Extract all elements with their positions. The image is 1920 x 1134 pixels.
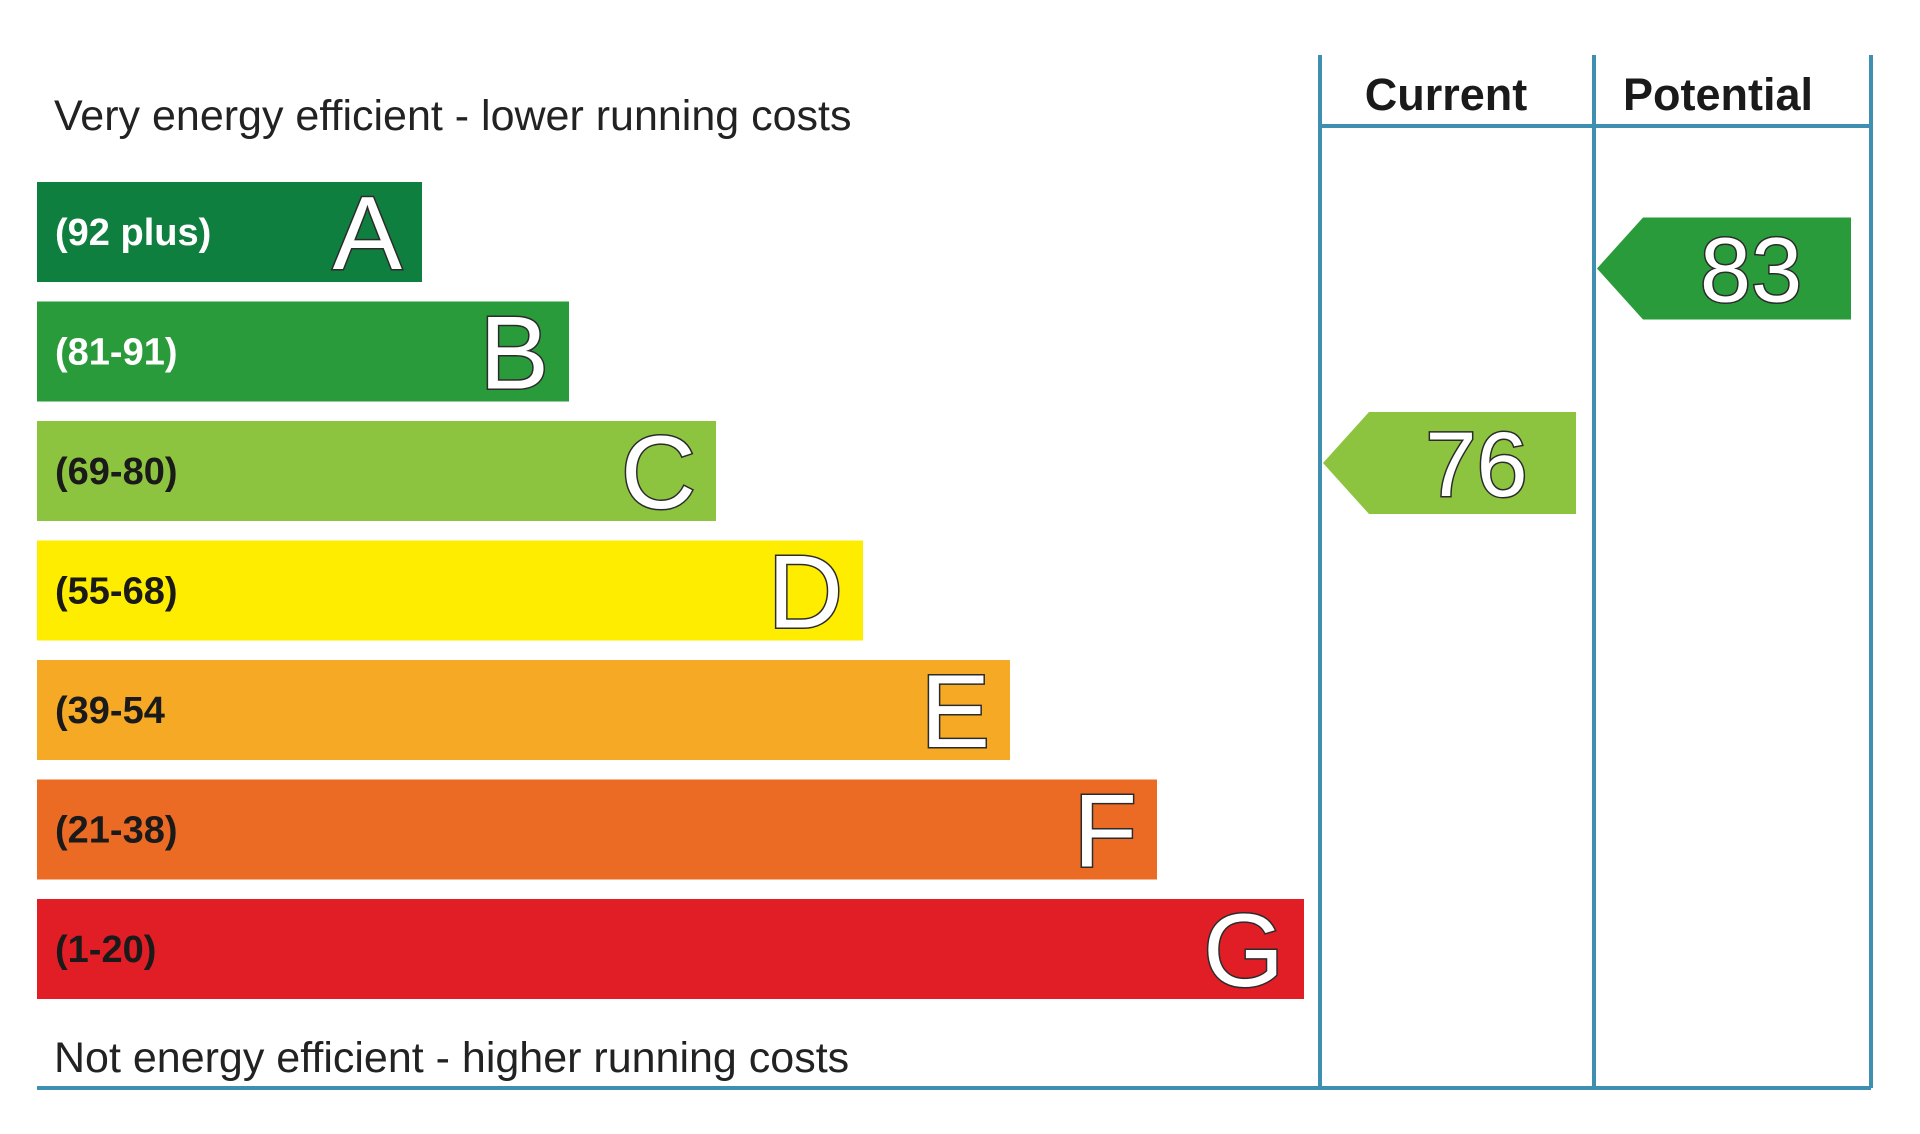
current-rating-arrow-shape: [1323, 412, 1576, 514]
band-d: (55-68) D: [37, 533, 863, 652]
band-c: (69-80) C: [37, 414, 716, 533]
band-e-bar: [37, 660, 1010, 760]
band-f-bar: [37, 779, 1157, 880]
potential-rating-arrow-shape: [1597, 217, 1851, 320]
band-f-range: (21-38): [55, 810, 178, 852]
band-b: (81-91) B: [37, 294, 569, 413]
current-rating-value: 76: [1425, 414, 1527, 516]
current-rating-arrow: 76: [1323, 412, 1576, 518]
potential-rating-arrow: 83: [1597, 217, 1851, 323]
band-d-letter: D: [768, 535, 843, 651]
band-a: (92 plus) A: [37, 175, 422, 294]
potential-column-header: Potential: [1623, 69, 1813, 120]
band-g-letter: G: [1203, 893, 1284, 1009]
band-e-letter: E: [921, 654, 990, 770]
top-caption: Very energy efficient - lower running co…: [54, 92, 852, 140]
bottom-caption: Not energy efficient - higher running co…: [54, 1034, 849, 1082]
rating-columns-frame: [37, 55, 1873, 1090]
band-d-range: (55-68): [55, 571, 178, 613]
band-c-bar: [37, 421, 716, 521]
band-e-range: (39-54: [55, 690, 165, 732]
band-b-range: (81-91): [55, 332, 178, 374]
band-g-bar: [37, 899, 1304, 999]
band-a-letter: A: [333, 176, 403, 292]
band-g-range: (1-20): [55, 929, 156, 971]
band-a-range: (92 plus): [55, 212, 211, 254]
current-column-header: Current: [1365, 69, 1528, 120]
band-b-letter: B: [480, 296, 549, 412]
band-f: (21-38) F: [37, 772, 1157, 891]
band-d-bar: [37, 540, 863, 641]
rating-bands: (92 plus) A(81-91) B(69-80) C(55-68) D(39-54…: [37, 175, 1304, 1011]
band-f-letter: F: [1073, 774, 1137, 890]
band-g: (1-20) G: [37, 892, 1304, 1011]
band-b-bar: [37, 301, 569, 402]
band-e: (39-54 E: [37, 653, 1010, 772]
band-c-range: (69-80): [55, 451, 178, 493]
band-a-bar: [37, 182, 422, 282]
rating-arrows: 76 83: [1323, 217, 1851, 518]
potential-rating-value: 83: [1700, 220, 1802, 322]
band-c-letter: C: [621, 415, 696, 531]
